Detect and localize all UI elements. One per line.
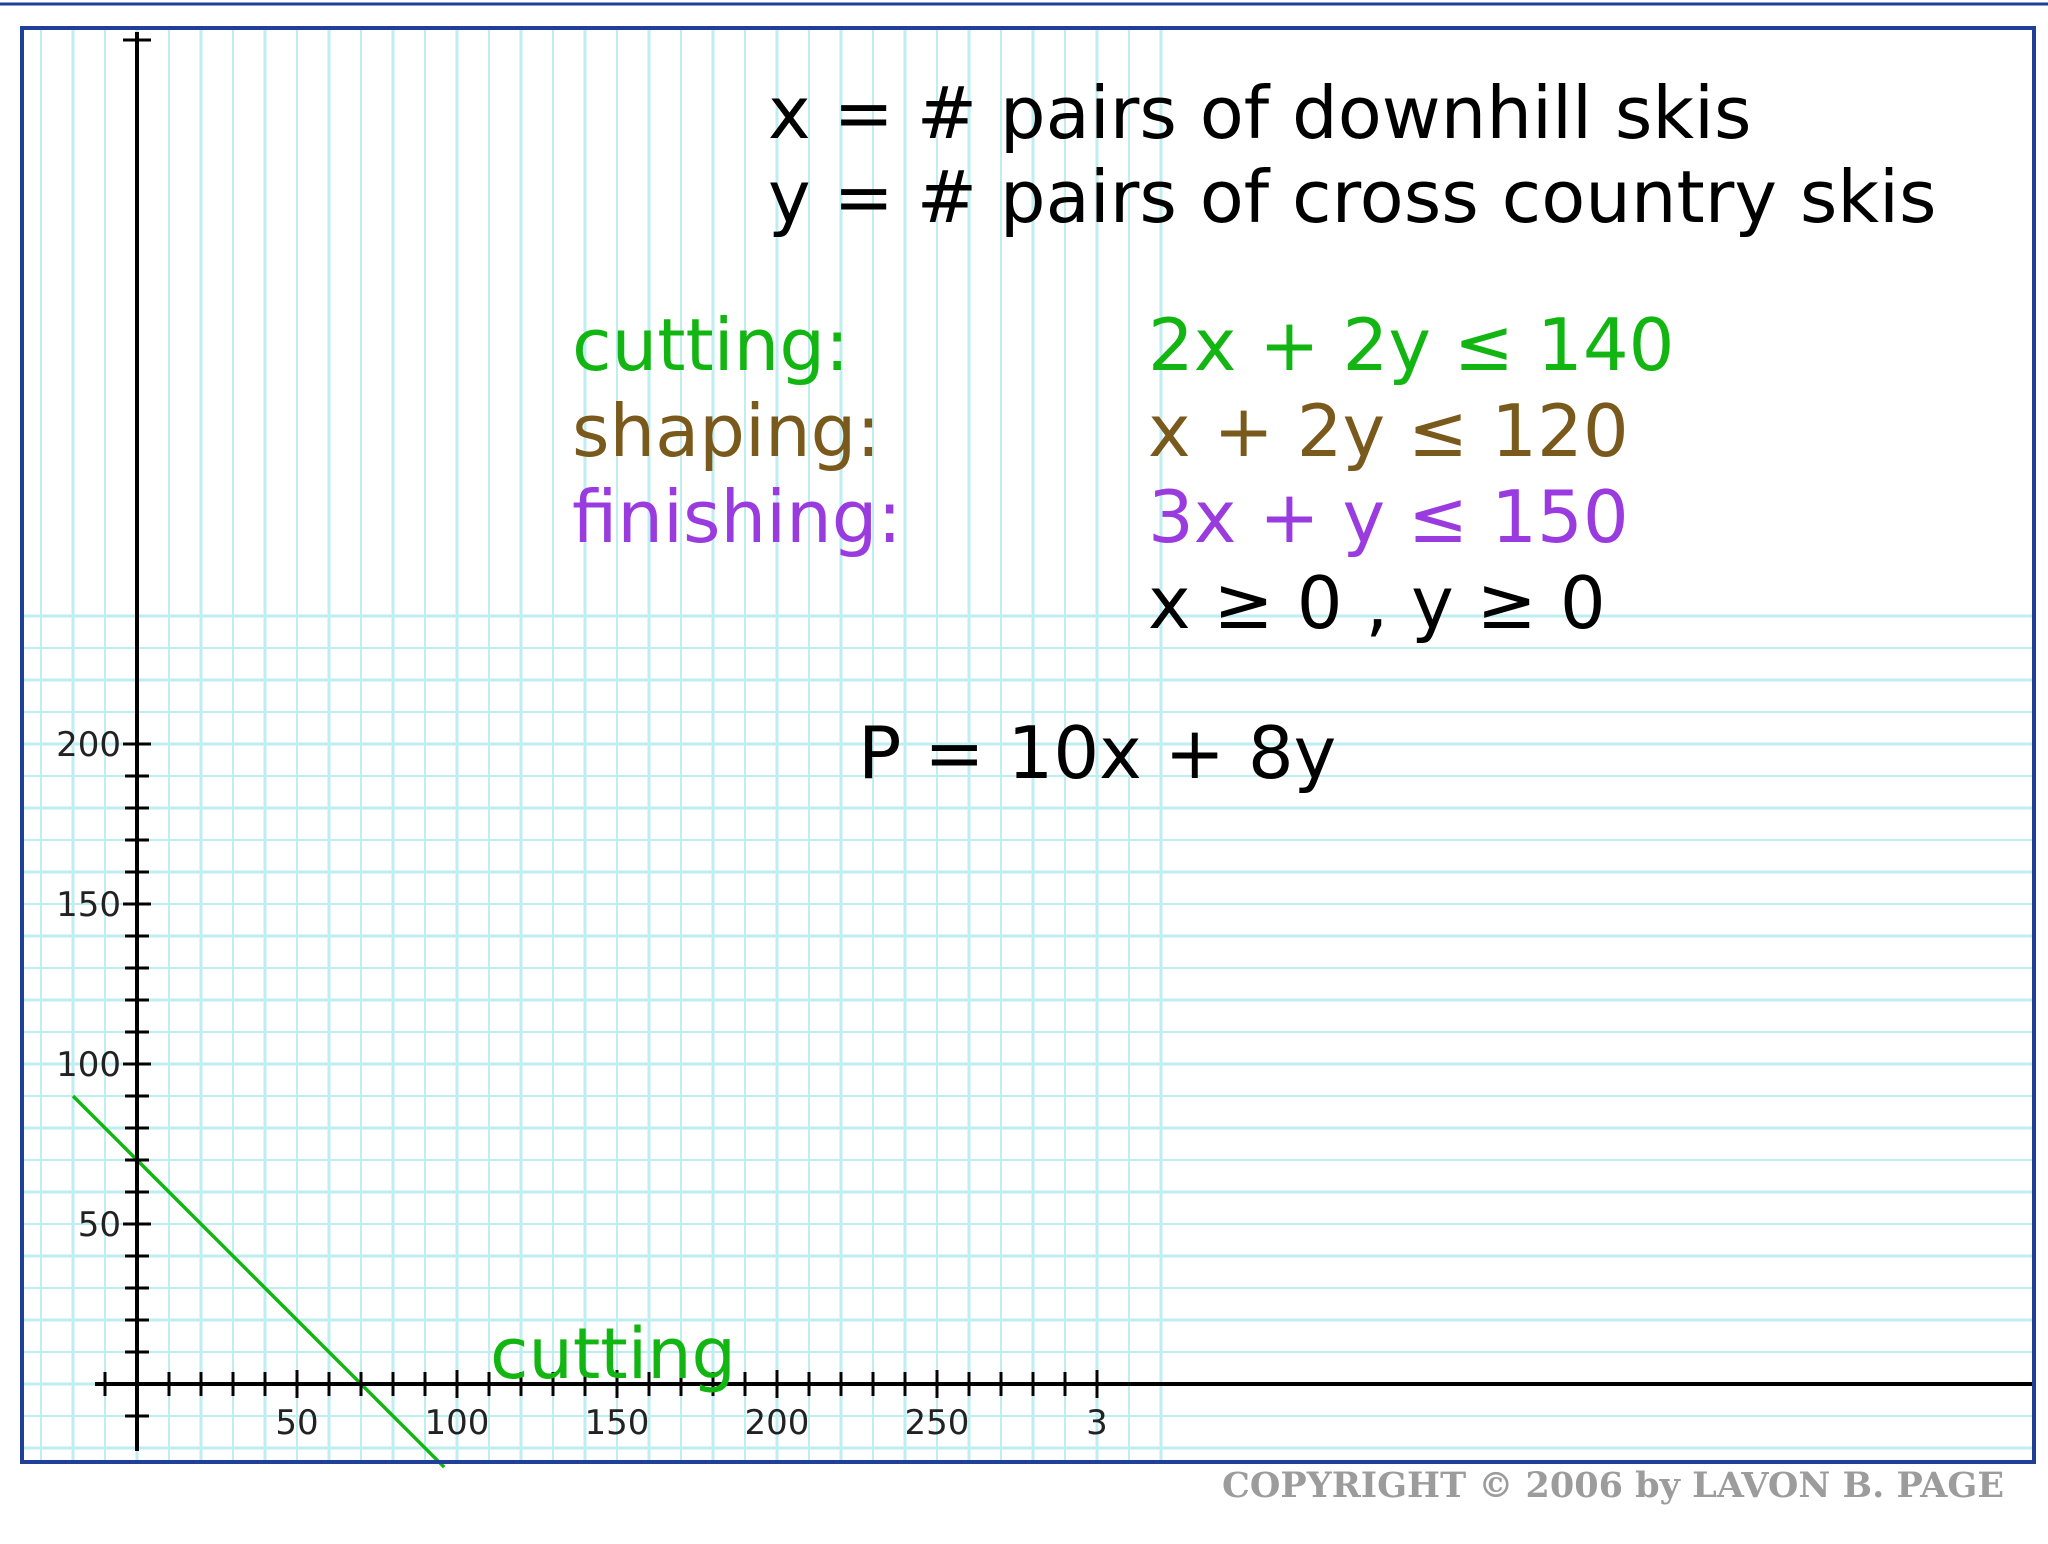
- variable-definitions: x = # pairs of downhill skis y = # pairs…: [768, 71, 1937, 239]
- plot-frame: [20, 26, 2036, 1464]
- constraint-expr-finishing: 3x + y ≤ 150: [1148, 475, 1629, 559]
- tick-labels: 50 100 150 200 250 3 50 100 150 200: [56, 725, 1108, 1443]
- objective-function: P = 10x + 8y: [858, 711, 1336, 795]
- series-line-cutting: [71, 1094, 446, 1469]
- y-tick-label: 200: [56, 725, 121, 765]
- constraint-label-cutting: cutting:: [572, 303, 849, 387]
- x-tick-label: 50: [275, 1403, 318, 1443]
- x-tick-label: 150: [585, 1403, 650, 1443]
- constraint-expr-nonnegativity: x ≥ 0 , y ≥ 0: [1148, 561, 1606, 645]
- copyright-text: COPYRIGHT © 2006 by LAVON B. PAGE: [1222, 1465, 2004, 1506]
- constraint-label-shaping: shaping:: [572, 389, 881, 473]
- axes: [95, 32, 2034, 1451]
- x-tick-label: 3: [1086, 1403, 1108, 1443]
- cutting-line-label: cutting: [490, 1313, 736, 1395]
- constraints-block: cutting: 2x + 2y ≤ 140 shaping: x + 2y ≤…: [572, 303, 1674, 645]
- x-tick-label: 250: [905, 1403, 970, 1443]
- definition-x: x = # pairs of downhill skis: [768, 71, 1752, 155]
- y-tick-label: 150: [56, 885, 121, 925]
- constraint-label-finishing: finishing:: [572, 475, 902, 559]
- constraint-lines: [71, 1094, 446, 1469]
- y-tick-label: 50: [78, 1205, 121, 1245]
- y-tick-label: 100: [56, 1045, 121, 1085]
- constraint-expr-shaping: x + 2y ≤ 120: [1148, 389, 1629, 473]
- x-tick-label: 100: [425, 1403, 490, 1443]
- constraint-expr-cutting: 2x + 2y ≤ 140: [1148, 303, 1674, 387]
- grid: [22, 28, 2034, 1462]
- x-tick-label: 200: [745, 1403, 810, 1443]
- definition-y: y = # pairs of cross country skis: [768, 155, 1937, 239]
